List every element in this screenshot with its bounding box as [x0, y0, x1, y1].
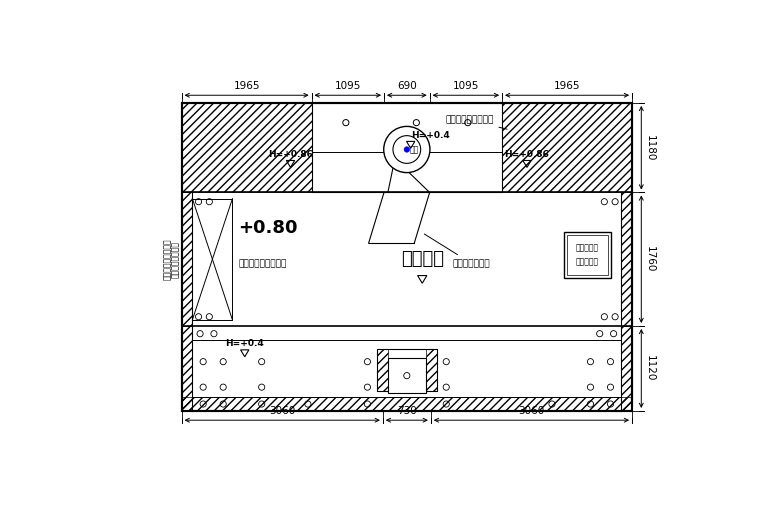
Circle shape	[404, 147, 410, 152]
Text: H=+0.86: H=+0.86	[268, 150, 313, 159]
Bar	[377, 349, 388, 391]
Text: 1760: 1760	[644, 246, 654, 272]
Text: H=+0.86: H=+0.86	[505, 150, 549, 159]
Text: 接题水平杆、短立杆: 接题水平杆、短立杆	[163, 238, 173, 280]
Bar	[182, 103, 632, 411]
Text: H=+0.4: H=+0.4	[411, 131, 450, 140]
Bar	[377, 349, 437, 391]
Circle shape	[393, 136, 421, 163]
Bar	[312, 103, 502, 192]
Text: 建筑屋面: 建筑屋面	[401, 250, 444, 268]
Bar	[182, 326, 192, 411]
Bar	[182, 103, 312, 192]
Bar	[182, 397, 632, 411]
Text: 拆除过程间: 拆除过程间	[576, 243, 599, 252]
Bar	[192, 198, 233, 320]
Text: H=+0.4: H=+0.4	[226, 339, 264, 348]
Bar	[502, 103, 632, 192]
Text: 1095: 1095	[453, 81, 479, 91]
Bar	[182, 103, 632, 411]
Text: 3060: 3060	[518, 407, 545, 416]
Bar	[567, 235, 608, 275]
Text: 1120: 1120	[644, 356, 654, 382]
Text: 3060: 3060	[269, 407, 296, 416]
Bar	[182, 192, 192, 326]
Circle shape	[384, 126, 430, 173]
Text: 1180: 1180	[644, 134, 654, 161]
Text: 690: 690	[397, 81, 416, 91]
Text: 1965: 1965	[554, 81, 581, 91]
Text: 730: 730	[397, 407, 416, 416]
Bar	[621, 192, 632, 326]
Bar	[563, 232, 611, 278]
Text: 口用板封盖: 口用板封盖	[576, 257, 599, 266]
Text: 防护栏与女儿墙拉: 防护栏与女儿墙拉	[171, 241, 180, 278]
Bar	[426, 349, 437, 391]
Text: 1965: 1965	[233, 81, 260, 91]
Text: 防护栏水平杆、立杆: 防护栏水平杆、立杆	[239, 259, 287, 268]
Text: 外侧洞口满搶防护栏: 外侧洞口满搶防护栏	[445, 116, 507, 129]
Bar	[621, 326, 632, 411]
Bar	[388, 359, 426, 393]
Text: +0.80: +0.80	[239, 219, 298, 236]
Text: 铜钟: 铜钟	[410, 146, 420, 155]
Text: 铜钟安装洞口部: 铜钟安装洞口部	[424, 234, 490, 268]
Text: 1095: 1095	[334, 81, 361, 91]
